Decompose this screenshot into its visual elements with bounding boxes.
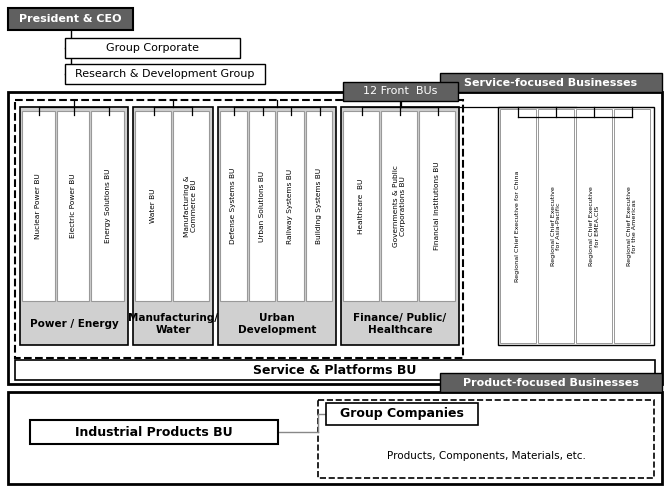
Text: Defense Systems BU: Defense Systems BU bbox=[230, 168, 237, 244]
Text: Power / Energy: Power / Energy bbox=[29, 319, 119, 329]
Text: Water BU: Water BU bbox=[150, 189, 156, 223]
Bar bbox=[8, 392, 662, 484]
Bar bbox=[133, 107, 213, 345]
Text: Research & Development Group: Research & Development Group bbox=[75, 69, 255, 79]
Text: Group Corporate: Group Corporate bbox=[106, 43, 199, 53]
Bar bbox=[341, 107, 459, 345]
Text: Urban Solutions BU: Urban Solutions BU bbox=[259, 170, 265, 242]
Bar bbox=[135, 111, 171, 301]
Bar bbox=[440, 73, 662, 92]
Bar bbox=[306, 111, 332, 301]
Bar bbox=[440, 373, 662, 392]
Bar bbox=[65, 64, 265, 84]
Text: Finance/ Public/
Healthcare: Finance/ Public/ Healthcare bbox=[354, 313, 447, 335]
Text: Industrial Products BU: Industrial Products BU bbox=[75, 426, 232, 438]
Bar bbox=[65, 38, 240, 58]
Bar bbox=[614, 109, 650, 343]
Text: Products, Components, Materials, etc.: Products, Components, Materials, etc. bbox=[387, 451, 586, 461]
Text: Manufacturing &
Commerce BU: Manufacturing & Commerce BU bbox=[184, 175, 198, 237]
Text: Healthcare  BU: Healthcare BU bbox=[358, 178, 364, 234]
Bar bbox=[57, 111, 89, 301]
Text: Urban
Development: Urban Development bbox=[238, 313, 316, 335]
Bar bbox=[326, 403, 478, 425]
Bar bbox=[218, 107, 336, 345]
Text: Railway Systems BU: Railway Systems BU bbox=[287, 168, 293, 244]
Text: President & CEO: President & CEO bbox=[19, 14, 122, 24]
Text: Manufacturing/
Water: Manufacturing/ Water bbox=[128, 313, 218, 335]
Bar bbox=[220, 111, 247, 301]
Bar bbox=[343, 82, 458, 101]
Text: Regional Chief Executive
for EMEA,CIS: Regional Chief Executive for EMEA,CIS bbox=[589, 186, 600, 266]
Text: Financial Institutions BU: Financial Institutions BU bbox=[434, 162, 440, 250]
Bar bbox=[381, 111, 417, 301]
Bar bbox=[538, 109, 574, 343]
Bar bbox=[343, 111, 379, 301]
Bar bbox=[498, 107, 654, 345]
Bar bbox=[8, 92, 662, 384]
Text: Product-focused Businesses: Product-focused Businesses bbox=[463, 377, 639, 388]
Bar bbox=[30, 420, 278, 444]
Bar bbox=[576, 109, 612, 343]
Text: Group Companies: Group Companies bbox=[340, 407, 464, 421]
Bar bbox=[249, 111, 275, 301]
Text: Regional Chief Executive
for the Americas: Regional Chief Executive for the America… bbox=[626, 186, 637, 266]
Text: Nuclear Power BU: Nuclear Power BU bbox=[36, 173, 42, 239]
Text: Regional Chief Executive
for Asia-Pacific: Regional Chief Executive for Asia-Pacifi… bbox=[551, 186, 561, 266]
Text: Regional Chief Executive for China: Regional Chief Executive for China bbox=[515, 170, 521, 282]
Text: Energy Solutions BU: Energy Solutions BU bbox=[105, 169, 111, 243]
Bar bbox=[173, 111, 209, 301]
Bar bbox=[318, 400, 654, 478]
Bar bbox=[15, 360, 655, 380]
Text: 12 Front  BUs: 12 Front BUs bbox=[363, 87, 438, 96]
Text: Service-focused Businesses: Service-focused Businesses bbox=[464, 78, 638, 88]
Bar bbox=[15, 100, 463, 358]
Bar bbox=[500, 109, 536, 343]
Text: Building Systems BU: Building Systems BU bbox=[316, 168, 322, 244]
Bar bbox=[20, 107, 128, 345]
Text: Governments & Public
Corporations BU: Governments & Public Corporations BU bbox=[393, 165, 405, 247]
Bar bbox=[22, 111, 55, 301]
Bar bbox=[8, 8, 133, 30]
Text: Electric Power BU: Electric Power BU bbox=[70, 174, 76, 238]
Bar bbox=[277, 111, 304, 301]
Bar bbox=[419, 111, 455, 301]
Bar bbox=[91, 111, 124, 301]
Text: Service & Platforms BU: Service & Platforms BU bbox=[253, 364, 417, 376]
